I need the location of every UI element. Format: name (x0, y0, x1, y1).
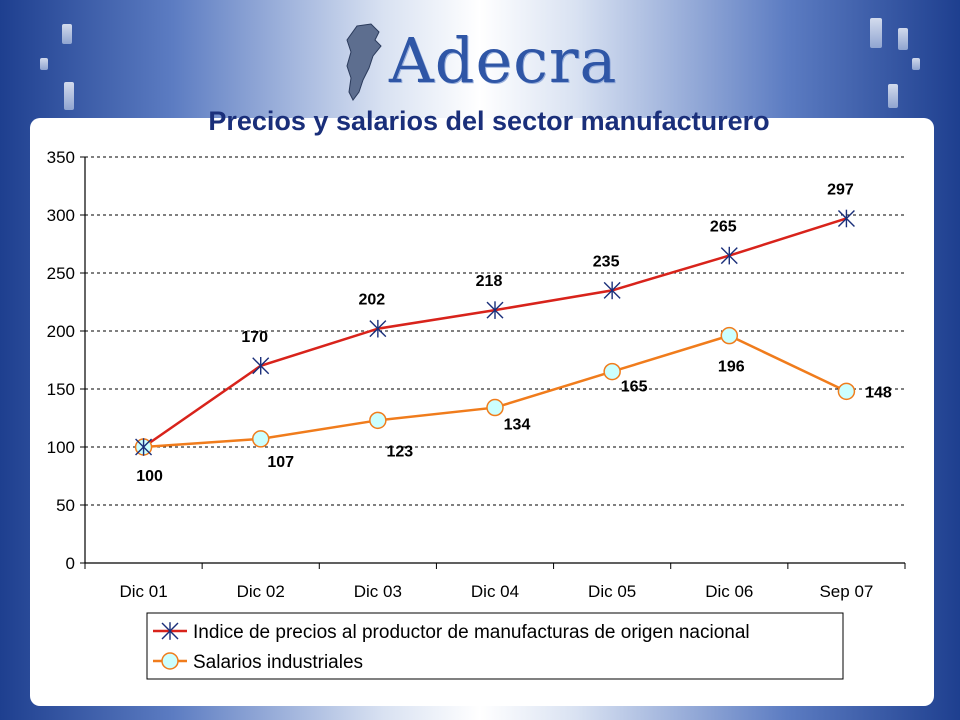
y-tick-label: 100 (47, 438, 75, 457)
data-label-layer: 170 202 218 235 265 297 100 107 123 134 165 196 148 (136, 181, 892, 485)
data-label-salarios: 134 (504, 417, 531, 434)
data-label-precios: 218 (476, 273, 503, 290)
x-tick-label: Dic 01 (119, 582, 167, 601)
y-tick-label: 200 (47, 322, 75, 341)
decorative-square (64, 82, 74, 110)
legend-box (146, 612, 844, 680)
point-precios (837, 209, 855, 228)
decorative-square (40, 58, 48, 70)
data-label-salarios: 148 (865, 384, 892, 401)
x-tick-label: Dic 03 (354, 582, 402, 601)
x-tick-label: Sep 07 (819, 582, 873, 601)
data-label-salarios: 165 (621, 379, 648, 396)
x-tick-label: Dic 04 (471, 582, 519, 601)
series-layer (134, 209, 856, 456)
point-precios (369, 319, 387, 338)
data-label-salarios: 107 (267, 454, 294, 471)
point-precios (603, 281, 621, 300)
decorative-square (888, 84, 898, 108)
data-label-precios: 235 (593, 253, 620, 270)
data-label-precios: 297 (827, 181, 854, 198)
adecra-logo: Adecra (335, 22, 618, 102)
data-label-salarios: 123 (387, 443, 414, 460)
decorative-square (870, 18, 882, 48)
point-precios (486, 301, 504, 319)
point-salarios (369, 411, 387, 430)
point-precios (135, 438, 153, 456)
argentina-map-icon (346, 23, 382, 101)
x-tick-label: Dic 06 (705, 582, 753, 601)
chart-panel (30, 118, 934, 706)
point-salarios (720, 326, 739, 345)
point-salarios (603, 362, 621, 381)
grid-layer (85, 156, 905, 506)
y-tick-label: 350 (47, 148, 75, 167)
chart-legend: Indice de precios al productor de manufa… (146, 612, 844, 680)
decorative-square (62, 24, 72, 44)
legend-label: Salarios industriales (193, 652, 363, 673)
point-precios (252, 357, 270, 375)
point-salarios (486, 398, 504, 417)
decorative-square (898, 28, 908, 50)
series-line-salarios (143, 334, 847, 449)
data-label-precios: 170 (241, 329, 268, 346)
y-tick-label: 0 (66, 554, 75, 573)
data-label-salarios: 100 (136, 468, 163, 485)
data-label-precios: 265 (710, 219, 737, 236)
y-tick-label: 250 (47, 264, 75, 283)
data-label-precios: 202 (359, 292, 386, 309)
decorative-square (912, 58, 920, 70)
logo-wordmark: Adecra (389, 24, 618, 97)
point-precios (720, 246, 738, 265)
data-label-salarios: 196 (718, 359, 745, 376)
y-tick-label: 300 (47, 206, 75, 225)
legend-label: Indice de precios al productor de manufa… (193, 622, 750, 643)
point-salarios (837, 382, 856, 401)
chart-title: Precios y salarios del sector manufactur… (208, 106, 770, 136)
legend-marker (161, 622, 179, 640)
x-tick-label: Dic 05 (588, 582, 636, 601)
x-tick-label: Dic 02 (237, 582, 285, 601)
axis-layer: 0 50 100 150 200 250 300 350 Dic 01 Dic 02 Dic 03 D… (47, 148, 906, 601)
y-tick-label: 50 (56, 496, 75, 515)
legend-marker (161, 652, 179, 670)
point-salarios (251, 430, 270, 448)
y-tick-label: 150 (47, 380, 75, 399)
